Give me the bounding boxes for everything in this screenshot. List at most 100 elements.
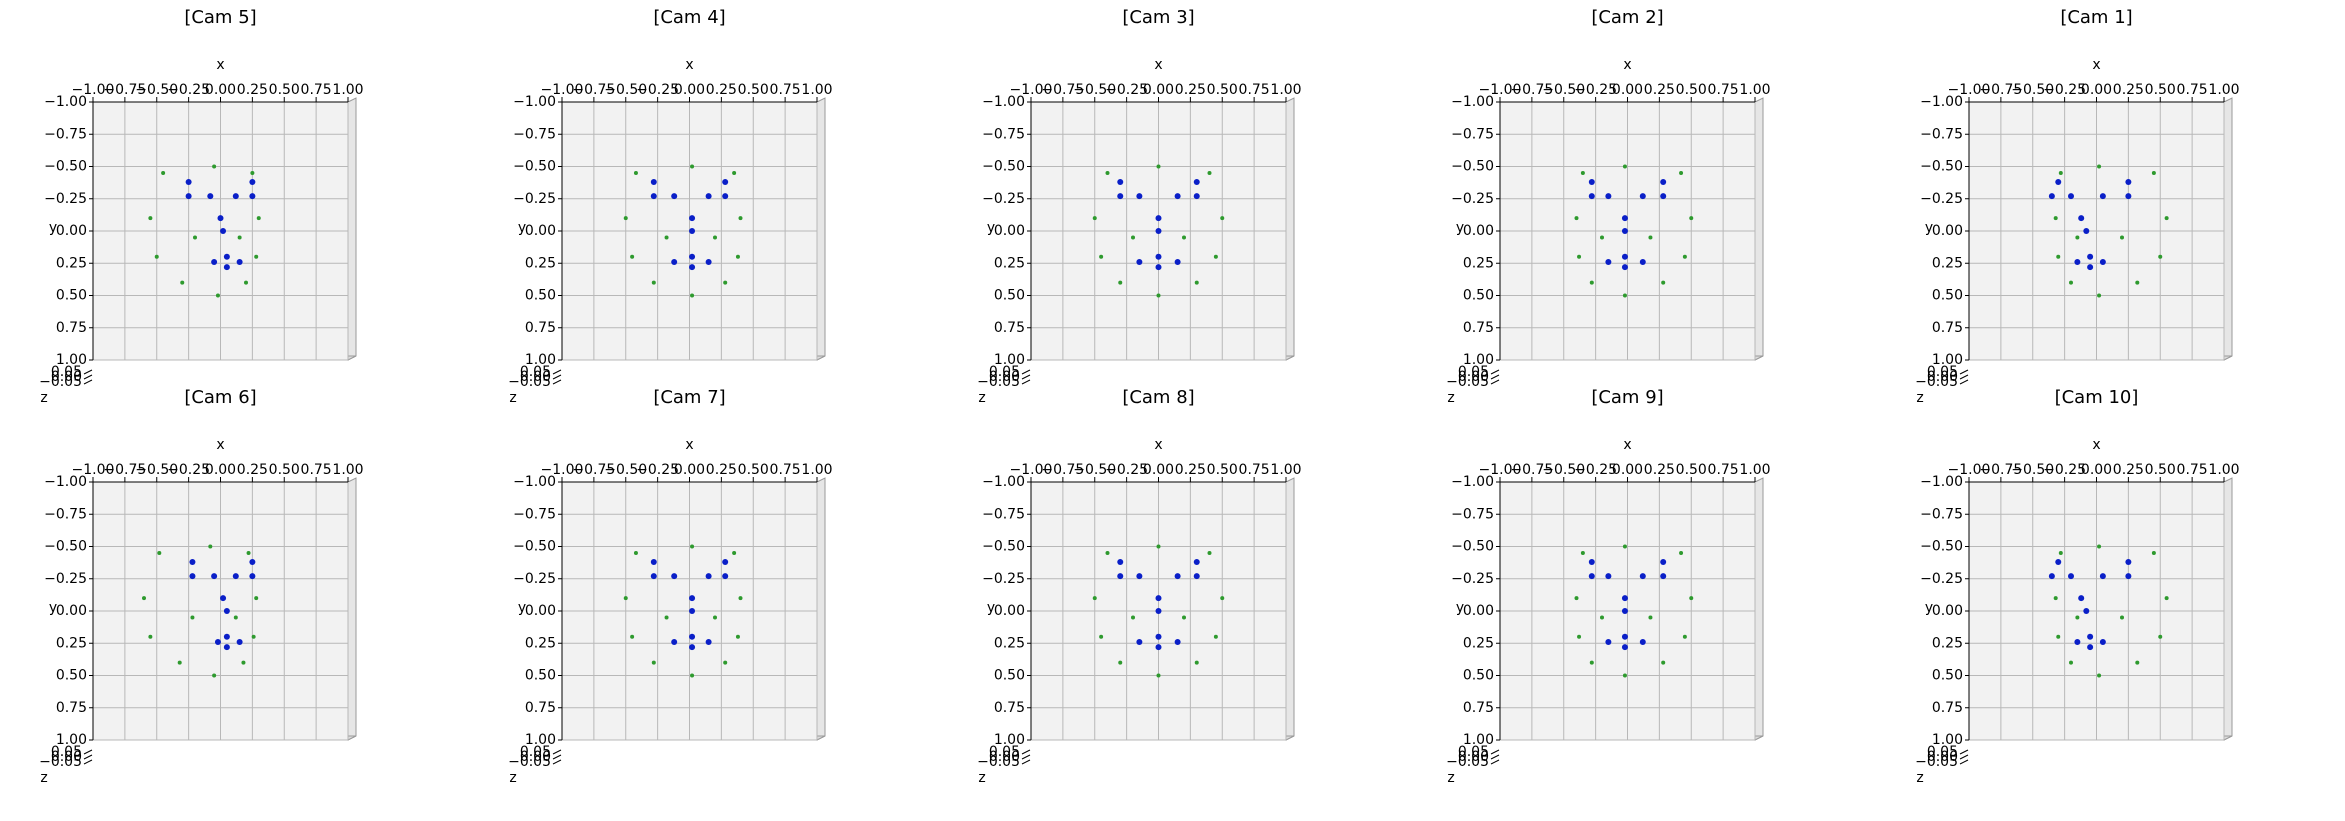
point xyxy=(1118,660,1123,665)
z-tick-label: 0.00 xyxy=(51,369,82,385)
y-axis-label: y xyxy=(987,600,995,616)
tick-mark xyxy=(83,379,93,385)
y-axis-label: y xyxy=(1925,220,1933,236)
point xyxy=(189,573,196,580)
point xyxy=(664,615,669,620)
point xyxy=(689,253,696,260)
point xyxy=(2097,293,2102,298)
point xyxy=(142,596,146,601)
tick-mark xyxy=(83,754,93,760)
y-tick-label: 0.25 xyxy=(525,255,556,271)
x-tick-label: −0.25 xyxy=(1574,82,1617,98)
point xyxy=(212,673,217,678)
z-axis-label: z xyxy=(1916,390,1923,406)
point xyxy=(735,254,740,259)
y-tick-label: 0.00 xyxy=(1463,603,1494,619)
point xyxy=(2151,170,2156,175)
x-tick-label: 1.00 xyxy=(1739,462,1770,478)
point xyxy=(1155,644,1162,651)
x-tick-label: 0.25 xyxy=(706,82,737,98)
point xyxy=(651,660,656,665)
y-tick-label: 0.25 xyxy=(56,255,87,271)
point xyxy=(2055,558,2062,565)
y-tick-label: 0.75 xyxy=(56,320,87,336)
subplot: [Cam 2]−1.00−0.75−0.50−0.250.00 0.25 0.50 0… xyxy=(1446,7,1770,406)
point xyxy=(722,193,729,200)
point xyxy=(1574,216,1579,221)
z-tick-label: 0.00 xyxy=(1927,749,1958,765)
x-tick-label: 0.00 xyxy=(205,462,236,478)
y-tick-label: −0.75 xyxy=(513,126,556,142)
pane-side xyxy=(347,477,357,741)
z-axis-label: z xyxy=(1447,770,1454,786)
point xyxy=(2083,228,2090,234)
y-tick-label: 0.50 xyxy=(56,668,87,684)
point xyxy=(1182,235,1186,240)
point xyxy=(220,228,227,234)
x-tick-label: −0.75 xyxy=(1979,82,2022,98)
y-tick-label: 0.50 xyxy=(1932,288,1963,304)
x-tick-label: 0.00 xyxy=(205,82,236,98)
pane-side xyxy=(1754,477,1764,741)
y-tick-label: −1.00 xyxy=(1920,94,1963,110)
point xyxy=(2164,216,2169,221)
point xyxy=(623,216,628,221)
z-tick-label: −0.05 xyxy=(977,754,1020,770)
point xyxy=(244,280,248,285)
y-tick-label: 0.75 xyxy=(525,320,556,336)
point xyxy=(630,254,635,259)
point xyxy=(689,595,696,602)
point xyxy=(1589,660,1594,665)
point xyxy=(1660,178,1667,185)
y-tick-label: 1.00 xyxy=(1463,732,1494,748)
point xyxy=(2058,550,2063,555)
point xyxy=(689,608,696,614)
point xyxy=(232,573,239,580)
point xyxy=(1660,193,1667,200)
point xyxy=(249,178,256,185)
subplot-title: [Cam 2] xyxy=(1591,7,1663,28)
point xyxy=(664,235,669,240)
point xyxy=(1155,595,1162,602)
x-tick-label: 0.00 xyxy=(2081,82,2112,98)
point xyxy=(1105,170,1110,175)
point xyxy=(211,573,218,580)
y-tick-label: 0.75 xyxy=(1932,320,1963,336)
tick-mark xyxy=(1021,759,1031,765)
y-tick-label: 0.50 xyxy=(994,668,1025,684)
z-axis-label: z xyxy=(509,770,516,786)
x-tick-label: −1.00 xyxy=(1479,82,1522,98)
point xyxy=(250,170,255,175)
point xyxy=(1574,596,1579,601)
point xyxy=(1589,280,1594,285)
y-tick-label: −0.50 xyxy=(1920,159,1963,175)
point xyxy=(1588,558,1595,565)
point xyxy=(2087,644,2094,651)
point xyxy=(1131,235,1135,240)
x-tick-label: −0.75 xyxy=(1041,82,1084,98)
point xyxy=(1580,550,1585,555)
point xyxy=(161,170,166,175)
tick-mark xyxy=(83,369,93,375)
tick-mark xyxy=(1490,369,1500,375)
y-tick-label: −0.25 xyxy=(513,191,556,207)
tick-mark xyxy=(1490,379,1500,385)
point xyxy=(1193,558,1200,565)
point xyxy=(189,558,196,565)
point xyxy=(1174,638,1181,645)
x-tick-label: −0.25 xyxy=(1105,462,1148,478)
x-tick-label: −1.00 xyxy=(1010,82,1053,98)
z-tick-label: 0.05 xyxy=(1458,364,1489,380)
tick-mark xyxy=(1021,374,1031,380)
x-tick-label: 0.00 xyxy=(1612,462,1643,478)
subplot-title: [Cam 5] xyxy=(184,7,256,28)
y-tick-label: 1.00 xyxy=(1463,352,1494,368)
point xyxy=(223,633,230,640)
y-tick-label: −0.25 xyxy=(1920,571,1963,587)
point xyxy=(650,193,657,200)
point xyxy=(1193,193,1200,200)
point xyxy=(1207,550,1212,555)
z-tick-label: 0.05 xyxy=(1927,744,1958,760)
point xyxy=(1156,544,1161,549)
